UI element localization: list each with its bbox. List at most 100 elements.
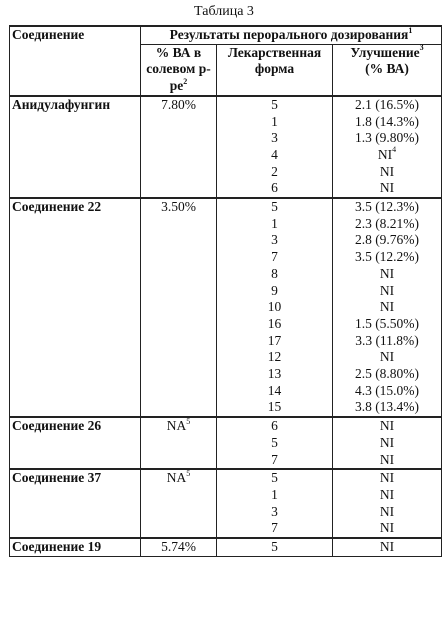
dosage-form-cell: 15 [217, 399, 333, 417]
compound-name-cell: Соединение 19 [10, 538, 141, 556]
compound-name-cell [10, 180, 141, 198]
table-row: 6 NI [10, 180, 442, 198]
ba-saline-cell [141, 316, 217, 333]
improvement-value: NI [380, 520, 394, 535]
table-row: Анидулафунгин7.80%52.1 (16.5%) [10, 96, 442, 114]
table-row: 9NI [10, 283, 442, 300]
header-improvement-unit: (% ВА) [365, 61, 409, 76]
table-body: Анидулафунгин7.80%52.1 (16.5%)11.8 (14.3… [10, 96, 442, 556]
dosage-form-cell: 5 [217, 198, 333, 216]
table-row: 144.3 (15.0%) [10, 383, 442, 400]
header-improvement: Улучшение3 (% ВА) [333, 44, 442, 96]
improvement-cell: NI [333, 164, 442, 181]
table-row: 1 2.3 (8.21%) [10, 216, 442, 233]
compound-name-cell [10, 266, 141, 283]
ba-saline-cell: 5.74% [141, 538, 217, 556]
improvement-cell: NI4 [333, 147, 442, 164]
improvement-value: 2.8 (9.76%) [355, 232, 419, 247]
improvement-value: 1.3 (9.80%) [355, 130, 419, 145]
dosage-form-cell: 1 [217, 216, 333, 233]
improvement-cell: 2.1 (16.5%) [333, 96, 442, 114]
compound-name-cell [10, 147, 141, 164]
improvement-value: 1.8 (14.3%) [355, 114, 419, 129]
ba-saline-cell [141, 333, 217, 350]
dosage-form-cell: 9 [217, 283, 333, 300]
ba-saline-cell [141, 283, 217, 300]
compound-name-cell [10, 399, 141, 417]
ba-saline-cell [141, 487, 217, 504]
improvement-value: NI [380, 470, 394, 485]
improvement-cell: NI [333, 487, 442, 504]
table-row: 2NI [10, 164, 442, 181]
improvement-cell: NI [333, 452, 442, 470]
improvement-value: NI [380, 487, 394, 502]
improvement-value: NI [380, 266, 394, 281]
ba-saline-cell: NA5 [141, 469, 217, 487]
dosage-form-cell: 6 [217, 180, 333, 198]
header-dosage-form: Лекарственная форма [217, 44, 333, 96]
table-row: 32.8 (9.76%) [10, 232, 442, 249]
dosage-form-cell: 17 [217, 333, 333, 350]
improvement-cell: 1.8 (14.3%) [333, 114, 442, 131]
ba-saline-value: NA [167, 470, 187, 485]
dosage-form-cell: 5 [217, 538, 333, 556]
table-row: 7NI [10, 452, 442, 470]
improvement-cell: NI [333, 417, 442, 435]
improvement-cell: 1.3 (9.80%) [333, 130, 442, 147]
dosage-form-cell: 14 [217, 383, 333, 400]
ba-saline-cell [141, 383, 217, 400]
ba-saline-cell: NA5 [141, 417, 217, 435]
dosage-form-cell: 1 [217, 114, 333, 131]
table-row: 8NI [10, 266, 442, 283]
table-row: Соединение 19 5.74% 5NI [10, 538, 442, 556]
ba-saline-cell [141, 366, 217, 383]
dosage-form-cell: 3 [217, 130, 333, 147]
ba-saline-cell [141, 164, 217, 181]
table-row: 173.3 (11.8%) [10, 333, 442, 350]
dosage-form-cell: 2 [217, 164, 333, 181]
ba-saline-cell [141, 232, 217, 249]
dosage-form-cell: 13 [217, 366, 333, 383]
table-row: Соединение 223.50%53.5 (12.3%) [10, 198, 442, 216]
improvement-cell: 4.3 (15.0%) [333, 383, 442, 400]
ba-saline-cell [141, 130, 217, 147]
improvement-cell: NI [333, 299, 442, 316]
compound-name-cell: Соединение 26 [10, 417, 141, 435]
ba-saline-cell [141, 504, 217, 521]
improvement-value: 3.5 (12.2%) [355, 249, 419, 264]
compound-name-cell [10, 435, 141, 452]
improvement-cell: NI [333, 283, 442, 300]
ba-saline-cell [141, 114, 217, 131]
table-row: 7NI [10, 520, 442, 538]
ba-saline-cell: 3.50% [141, 198, 217, 216]
ba-saline-cell [141, 299, 217, 316]
dosage-form-cell: 5 [217, 469, 333, 487]
footnote-ref-3: 3 [420, 43, 424, 52]
improvement-value: 2.1 (16.5%) [355, 97, 419, 112]
compound-name-cell: Анидулафунгин [10, 96, 141, 114]
improvement-cell: 1.5 (5.50%) [333, 316, 442, 333]
improvement-cell: 3.5 (12.2%) [333, 249, 442, 266]
footnote-ref-2: 2 [183, 77, 187, 86]
improvement-value: NI [380, 180, 394, 195]
ba-saline-cell [141, 180, 217, 198]
improvement-cell: NI [333, 435, 442, 452]
improvement-value: 2.5 (8.80%) [355, 366, 419, 381]
improvement-value: 2.3 (8.21%) [355, 216, 419, 231]
ba-saline-cell [141, 520, 217, 538]
improvement-value: NI [380, 504, 394, 519]
improvement-cell: NI [333, 349, 442, 366]
ba-saline-value: 5.74% [161, 539, 196, 554]
improvement-cell: NI [333, 520, 442, 538]
header-compound: Соединение [10, 26, 141, 96]
improvement-cell: NI [333, 538, 442, 556]
dosage-form-cell: 4 [217, 147, 333, 164]
improvement-value: 1.5 (5.50%) [355, 316, 419, 331]
compound-name-cell [10, 487, 141, 504]
ba-saline-cell [141, 435, 217, 452]
footnote-ref-1: 1 [408, 26, 412, 35]
compound-name-cell [10, 504, 141, 521]
table-row: 4NI4 [10, 147, 442, 164]
compound-name-cell [10, 299, 141, 316]
compound-name-cell [10, 349, 141, 366]
